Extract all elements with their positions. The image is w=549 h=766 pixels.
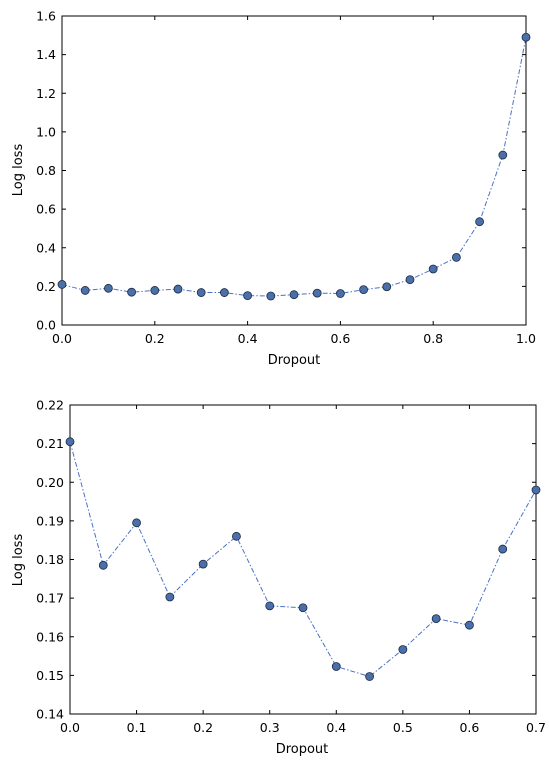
data-point (265, 601, 275, 611)
x-tick-label: 0.2 (193, 720, 213, 735)
series-group (65, 437, 541, 681)
y-tick-label: 0.19 (36, 513, 64, 528)
y-tick-label: 0.15 (36, 668, 64, 683)
y-axis: 0.14 0.15 0.16 0.17 0.18 0.19 0.20 0.21 0.22 (36, 398, 536, 722)
x-tick-label: 0.4 (238, 331, 258, 346)
data-point (335, 289, 345, 298)
plot-frame (69, 404, 537, 715)
data-point (198, 559, 208, 569)
data-point (132, 518, 141, 528)
data-point (359, 285, 369, 295)
data-point (173, 284, 183, 294)
data-point (465, 620, 474, 630)
x-tick-label: 0.7 (526, 720, 546, 735)
data-point (498, 150, 508, 160)
x-tick-label: 0.0 (52, 331, 72, 346)
data-point (298, 603, 308, 613)
x-tick-label: 0.6 (330, 331, 350, 346)
data-point (219, 288, 229, 297)
y-tick-label: 0.8 (36, 163, 56, 178)
y-tick-label: 0.2 (36, 279, 56, 294)
data-point (431, 614, 441, 623)
x-tick-label: 0.2 (145, 331, 165, 346)
data-point (266, 291, 276, 301)
y-tick-label: 0.20 (36, 475, 64, 490)
data-point (451, 253, 461, 262)
y-tick-label: 1.2 (36, 86, 56, 101)
data-point (127, 287, 137, 297)
y-tick-label: 0.21 (36, 436, 64, 451)
y-tick-label: 1.0 (36, 124, 56, 139)
x-axis-label: Dropout (268, 353, 321, 368)
y-tick-label: 0.18 (36, 552, 64, 567)
data-point (104, 283, 113, 293)
x-axis-label: Dropout (276, 742, 329, 757)
y-axis-label: Log loss (11, 144, 26, 197)
data-point (80, 286, 90, 295)
x-tick-label: 0.5 (393, 720, 413, 735)
data-point (232, 531, 241, 541)
data-point (312, 288, 322, 298)
data-point (98, 560, 108, 570)
x-axis: 0.0 0.1 0.2 0.3 0.4 0.5 0.6 0.7 (60, 405, 546, 735)
y-tick-label: 1.4 (36, 47, 56, 62)
data-point (165, 592, 175, 602)
y-tick-label: 0.16 (36, 629, 64, 644)
data-point (405, 275, 415, 285)
data-point (150, 286, 160, 295)
data-point (475, 217, 485, 227)
data-point (398, 645, 408, 654)
x-tick-label: 0.0 (60, 720, 80, 735)
y-tick-label: 1.6 (36, 9, 56, 24)
y-axis: 0.0 0.2 0.4 0.6 0.8 1.0 1.2 1.4 1.6 (36, 9, 526, 333)
data-point (289, 290, 299, 300)
x-tick-label: 0.6 (459, 720, 479, 735)
chart-zoomed-range: 0.0 0.1 0.2 0.3 0.4 0.5 0.6 0.7 0.140.150.160.1… (11, 398, 546, 758)
y-tick-label: 0.6 (36, 202, 56, 217)
data-point (196, 288, 206, 297)
x-tick-label: 0.4 (326, 720, 346, 735)
data-point (243, 291, 253, 301)
x-tick-label: 0.8 (423, 331, 443, 346)
y-tick-label: 0.0 (36, 318, 56, 333)
data-point (57, 280, 67, 289)
data-point (498, 544, 508, 554)
data-point (382, 282, 392, 292)
y-tick-label: 0.22 (36, 398, 64, 413)
x-tick-label: 0.1 (127, 720, 147, 735)
x-tick-label: 1.0 (516, 331, 536, 346)
y-tick-label: 0.17 (36, 591, 64, 606)
y-axis-label: Log loss (11, 534, 26, 587)
x-tick-label: 0.3 (260, 720, 280, 735)
data-point (531, 485, 541, 495)
y-tick-label: 0.4 (36, 240, 56, 255)
series-group (57, 32, 531, 301)
series-line (69, 441, 537, 678)
data-point (65, 437, 75, 447)
data-point (365, 672, 374, 681)
data-point (521, 32, 531, 42)
data-point (428, 264, 438, 274)
y-tick-label: 0.14 (36, 707, 64, 722)
x-axis: 0.0 0.2 0.4 0.6 0.8 1.0 (52, 16, 536, 346)
plot-frame (61, 15, 527, 326)
data-point (331, 662, 341, 671)
chart-full-range: 0.0 0.2 0.4 0.6 0.8 1.0 0.0 0.2 0.4 0.6 0.8 1.0 1.2… (11, 9, 536, 369)
